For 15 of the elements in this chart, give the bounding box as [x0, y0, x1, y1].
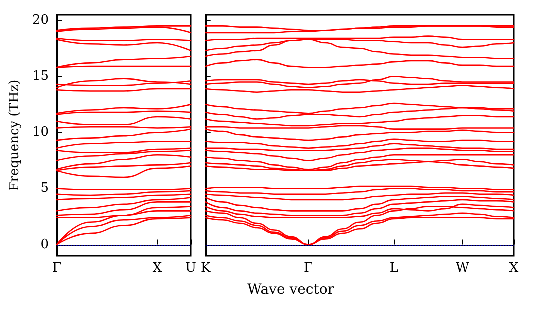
y-tick-label: 20	[32, 13, 49, 28]
y-axis-title: Frequency (THz)	[8, 80, 23, 192]
x-tick-label: W	[456, 261, 470, 276]
x-tick-label: Γ	[304, 261, 314, 276]
y-tick-label: 0	[40, 237, 49, 252]
y-tick-label: 10	[32, 125, 49, 140]
x-tick-label: K	[200, 261, 211, 276]
x-tick-label: Γ	[52, 261, 62, 276]
y-tick-label: 15	[32, 69, 49, 84]
x-tick-label: X	[509, 261, 520, 276]
x-tick-label: U	[186, 261, 197, 276]
x-tick-label: X	[152, 261, 163, 276]
y-tick-label: 5	[40, 181, 49, 196]
x-axis-title: Wave vector	[248, 282, 335, 298]
x-tick-label: L	[390, 261, 399, 276]
